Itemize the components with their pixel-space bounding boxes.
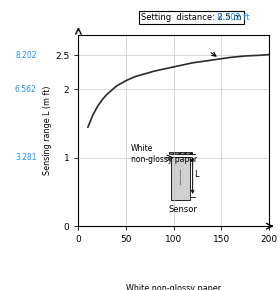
Text: Sensor: Sensor bbox=[169, 205, 198, 214]
Text: White
non-glossy paper: White non-glossy paper bbox=[131, 144, 197, 164]
Text: 6.562: 6.562 bbox=[15, 85, 36, 94]
Text: 8.202 ft: 8.202 ft bbox=[217, 13, 250, 22]
FancyBboxPatch shape bbox=[169, 152, 192, 154]
Y-axis label: Sensing range L (m ft): Sensing range L (m ft) bbox=[43, 86, 52, 175]
Text: Setting  distance: 2.5 m: Setting distance: 2.5 m bbox=[141, 13, 242, 22]
Text: L: L bbox=[195, 170, 199, 179]
Bar bbox=[171, 157, 190, 200]
Text: White non-glossy paper: White non-glossy paper bbox=[126, 284, 221, 290]
Text: 8.202: 8.202 bbox=[15, 51, 36, 60]
Text: 3.281: 3.281 bbox=[15, 153, 36, 162]
